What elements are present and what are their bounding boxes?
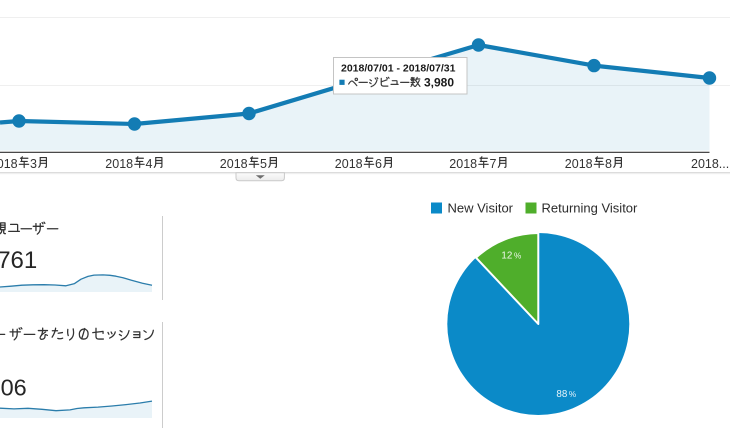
svg-text:2018: 2018 (449, 157, 477, 171)
svg-text:%: % (569, 390, 576, 399)
svg-text:2018: 2018 (565, 157, 593, 171)
svg-text:Returning Visitor: Returning Visitor (542, 201, 639, 216)
svg-text:4: 4 (146, 157, 153, 171)
svg-text:3: 3 (30, 157, 37, 171)
svg-text:06: 06 (1, 375, 27, 401)
svg-text:%: % (514, 252, 521, 261)
svg-text:88: 88 (556, 389, 567, 400)
svg-text:2018: 2018 (335, 157, 363, 171)
svg-text:2018...: 2018... (691, 157, 729, 171)
svg-text:5: 5 (260, 157, 267, 171)
svg-text:8: 8 (605, 157, 612, 171)
svg-text:12: 12 (501, 251, 512, 262)
svg-text:New Visitor: New Visitor (448, 201, 514, 216)
svg-text:2018/07/01 - 2018/07/31: 2018/07/01 - 2018/07/31 (341, 62, 456, 74)
svg-text:761: 761 (0, 247, 37, 274)
svg-text:3,980: 3,980 (424, 76, 454, 90)
svg-text:6: 6 (375, 157, 382, 171)
svg-text:7: 7 (490, 157, 497, 171)
svg-text:2018: 2018 (105, 157, 133, 171)
svg-text:2018: 2018 (220, 157, 248, 171)
svg-text:2018: 2018 (0, 157, 18, 171)
